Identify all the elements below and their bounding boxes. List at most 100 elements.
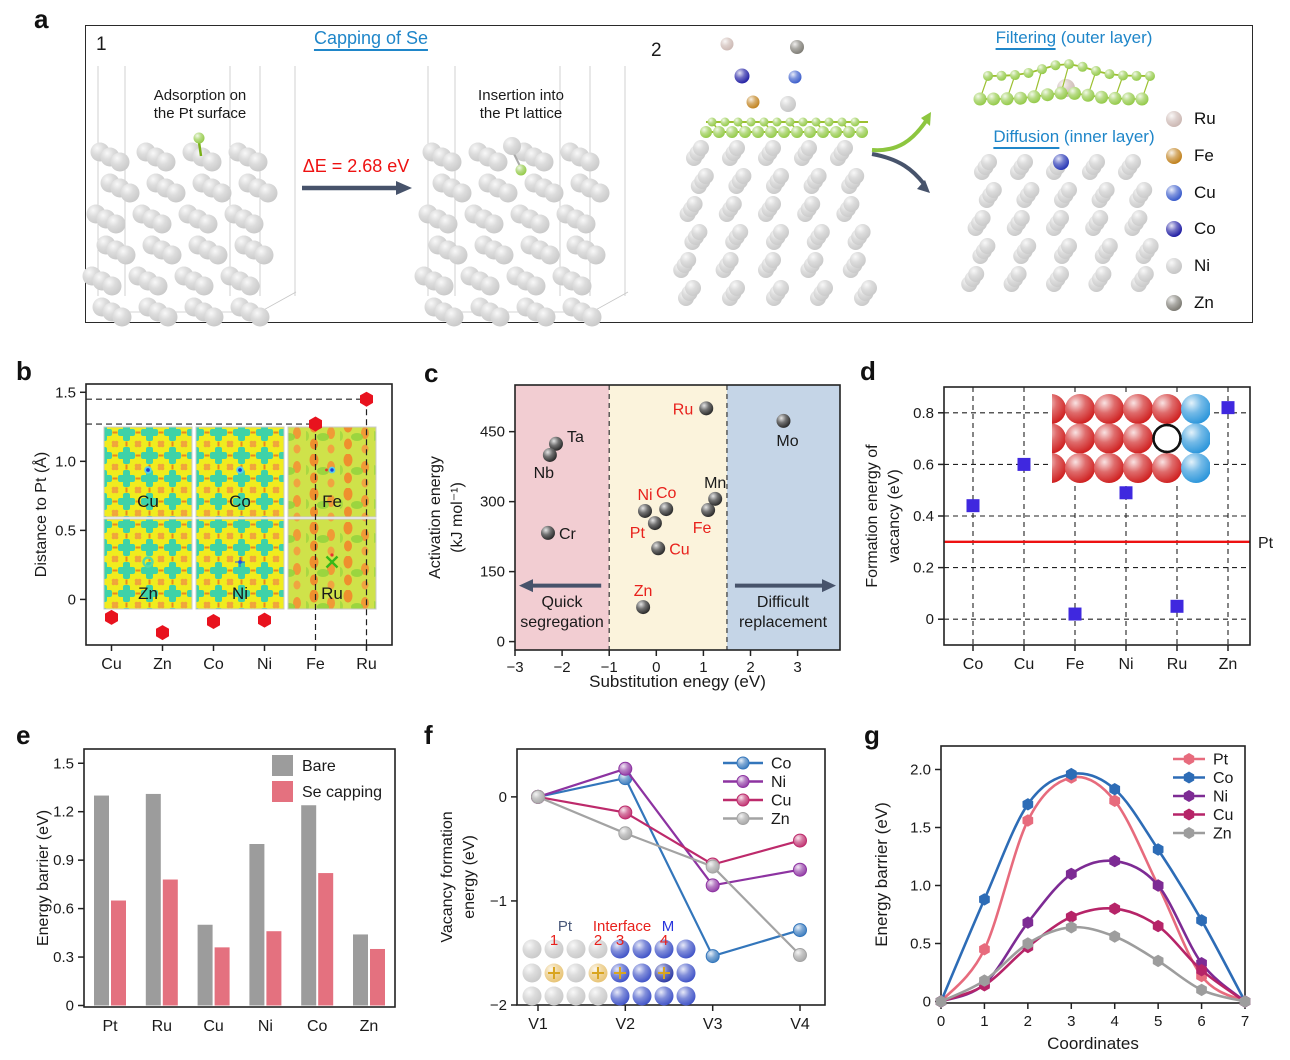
svg-text:1.5: 1.5 xyxy=(53,755,74,772)
svg-text:Fe: Fe xyxy=(322,492,342,511)
svg-text:Bare: Bare xyxy=(302,758,336,775)
filtering-rest: (outer layer) xyxy=(1056,28,1153,47)
svg-text:Ru: Ru xyxy=(152,1018,172,1035)
data-points xyxy=(105,391,373,641)
svg-text:1.0: 1.0 xyxy=(55,453,76,470)
y-axis: 0 0.5 1.0 1.5 2.0 Energy barrier (eV) xyxy=(872,762,941,1011)
legend-item-cu: Cu xyxy=(1166,183,1216,203)
legend-label: Co xyxy=(1194,219,1216,239)
svg-text:Ru: Ru xyxy=(321,584,343,603)
series-Zn xyxy=(935,921,1251,1008)
svg-text:Pt: Pt xyxy=(102,1018,118,1035)
svg-text:Ta: Ta xyxy=(567,429,584,446)
svg-text:0.4: 0.4 xyxy=(913,508,934,525)
svg-text:Mo: Mo xyxy=(776,433,798,450)
svg-text:Ni: Ni xyxy=(257,656,272,673)
svg-text:0: 0 xyxy=(652,659,660,676)
caption-line: the Pt lattice xyxy=(479,105,563,122)
x-axis: V1 V2 V3 V4 xyxy=(528,1005,810,1033)
svg-text:Ni: Ni xyxy=(1118,656,1133,673)
panel-label-e: e xyxy=(16,720,31,750)
caption-line: Adsorption on xyxy=(153,87,247,104)
incoming-metal-atoms xyxy=(720,37,804,112)
panel-d-chart: Pt 0 0.2 0.4 0.6 0.8 Formation energy of vacanc… xyxy=(864,386,1274,673)
svg-text:Mn: Mn xyxy=(704,475,726,492)
svg-text:1.0: 1.0 xyxy=(910,878,931,895)
fe-sphere-icon xyxy=(1166,147,1182,164)
svg-text:1: 1 xyxy=(699,659,707,676)
site-inset: 1 2 3 4 Pt Interface M xyxy=(522,918,696,1006)
panel-label-c: c xyxy=(424,358,439,388)
svg-text:V4: V4 xyxy=(790,1016,810,1033)
svg-text:−2: −2 xyxy=(554,659,571,676)
caption-line: the Pt surface xyxy=(153,105,247,122)
panel-a-frame xyxy=(85,25,1253,323)
svg-text:0.3: 0.3 xyxy=(53,949,74,966)
svg-text:4: 4 xyxy=(660,932,668,949)
se-bilayer-filtering xyxy=(973,59,1155,106)
svg-text:segregation: segregation xyxy=(520,614,604,631)
panel-label-b: b xyxy=(16,356,32,386)
panel-label-g: g xyxy=(864,720,880,750)
panel-a-graphic xyxy=(82,37,1159,327)
svg-text:Ni: Ni xyxy=(637,487,652,504)
svg-text:Fe: Fe xyxy=(693,520,712,537)
svg-text:1.2: 1.2 xyxy=(53,804,74,821)
x-axis: 0 1 2 3 4 5 6 7 Coordinates xyxy=(937,1003,1249,1053)
svg-text:0.5: 0.5 xyxy=(910,936,931,953)
svg-text:Vacancy formation: Vacancy formation xyxy=(439,811,456,942)
svg-text:−1: −1 xyxy=(490,893,507,910)
svg-text:1: 1 xyxy=(550,932,558,949)
svg-text:0.2: 0.2 xyxy=(913,560,934,577)
insertion-caption: Insertion into the Pt lattice xyxy=(478,87,564,123)
svg-text:V1: V1 xyxy=(528,1016,548,1033)
vacancy-inset xyxy=(1052,394,1210,483)
element-points: Ta Nb Cr Ni Pt Co Cu Zn Fe Mn Ru Mo xyxy=(534,401,799,615)
panel-label-d: d xyxy=(860,356,876,386)
svg-text:vacancy (eV): vacancy (eV) xyxy=(886,469,903,562)
svg-text:Co: Co xyxy=(229,492,251,511)
svg-text:Cu: Cu xyxy=(771,793,791,810)
svg-text:Zn: Zn xyxy=(153,656,172,673)
data-points xyxy=(966,401,1235,621)
svg-text:2: 2 xyxy=(594,932,602,949)
svg-text:0: 0 xyxy=(926,611,934,628)
step-1-number: 1 xyxy=(96,34,107,55)
se-layer xyxy=(700,117,868,138)
svg-text:energy (eV): energy (eV) xyxy=(461,835,478,919)
x-axis: Co Cu Fe Ni Ru Zn xyxy=(963,645,1237,673)
svg-text:Ru: Ru xyxy=(356,656,376,673)
svg-text:Cr: Cr xyxy=(559,526,577,543)
y-axis: 0 0.2 0.4 0.6 0.8 Formation energy of vacancy … xyxy=(864,405,944,628)
ni-sphere-icon xyxy=(1166,258,1182,275)
svg-text:Ru: Ru xyxy=(673,401,693,418)
svg-text:Ni: Ni xyxy=(232,584,248,603)
svg-text:4: 4 xyxy=(1111,1013,1119,1030)
svg-text:Cu: Cu xyxy=(101,656,121,673)
svg-text:0: 0 xyxy=(497,634,505,651)
segregation-arrow xyxy=(519,579,602,593)
svg-text:Zn: Zn xyxy=(138,584,158,603)
svg-text:Cu: Cu xyxy=(669,541,689,558)
svg-text:Cu: Cu xyxy=(203,1018,223,1035)
legend-label: Fe xyxy=(1194,145,1214,165)
svg-text:0: 0 xyxy=(937,1013,945,1030)
svg-text:0.6: 0.6 xyxy=(53,901,74,918)
svg-text:3: 3 xyxy=(616,932,624,949)
svg-text:Interface: Interface xyxy=(593,918,651,935)
cdd-inset: Cu Co Fe Zn Ni Ru xyxy=(103,426,377,610)
svg-text:6: 6 xyxy=(1197,1013,1205,1030)
svg-text:7: 7 xyxy=(1241,1013,1249,1030)
svg-text:Substitution enegy (eV): Substitution enegy (eV) xyxy=(589,672,766,691)
adsorption-caption: Adsorption on the Pt surface xyxy=(154,87,247,123)
y-axis: 0 −1 −2 Vacancy formation energy (eV) xyxy=(439,789,517,1014)
panel-b-chart: Cu Co Fe Zn Ni Ru 0 0.5 1.0 1.5 Distance to Pt (Å)… xyxy=(31,383,393,673)
step-2-number: 2 xyxy=(651,40,662,61)
svg-text:Fe: Fe xyxy=(306,656,325,673)
svg-text:V3: V3 xyxy=(703,1016,723,1033)
svg-text:Cu: Cu xyxy=(137,492,159,511)
svg-text:Formation energy of: Formation energy of xyxy=(864,444,881,588)
svg-text:2: 2 xyxy=(746,659,754,676)
